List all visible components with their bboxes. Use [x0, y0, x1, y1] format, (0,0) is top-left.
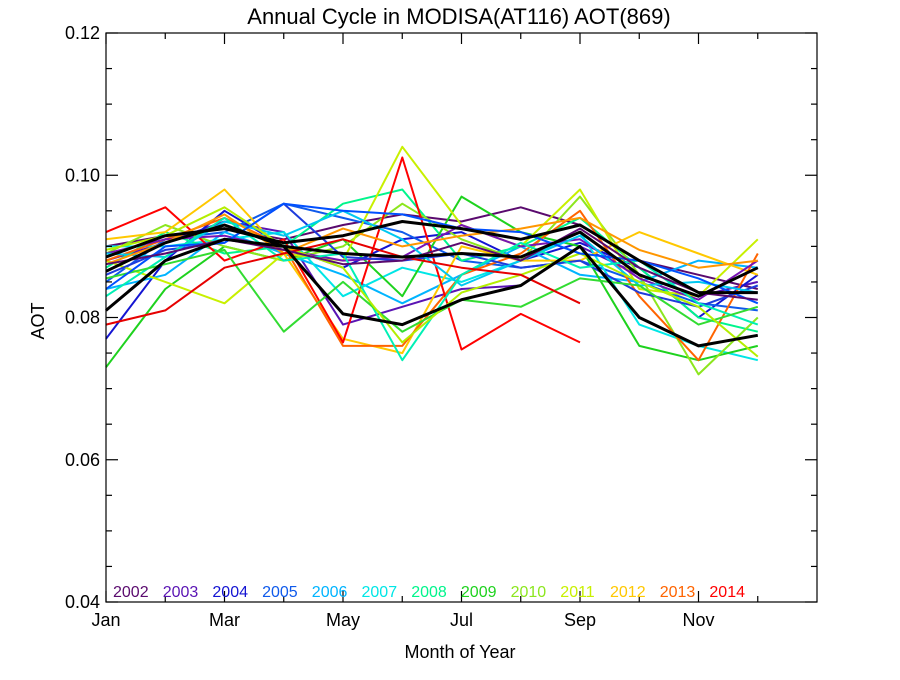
- legend-item-2006: 2006: [312, 584, 348, 601]
- y-tick-label: 0.08: [65, 308, 100, 328]
- x-tick-label: Jan: [91, 610, 120, 630]
- legend-item-2008: 2008: [411, 584, 447, 601]
- legend-item-2011: 2011: [560, 584, 595, 601]
- x-tick-label: May: [326, 610, 360, 630]
- series-line-2007: [106, 231, 759, 362]
- legend-item-2007: 2007: [362, 584, 398, 601]
- y-tick-label: 0.10: [65, 165, 100, 185]
- legend-item-2014: 2014: [709, 584, 745, 601]
- series-line-2013: [105, 209, 759, 362]
- legend-item-2005: 2005: [262, 584, 298, 601]
- series-line-2011: [105, 145, 759, 305]
- legend: 2002 2003 2004 2005 2006 2007 2008 2009 2010 2011…: [113, 584, 745, 601]
- series-line-2009: [105, 195, 759, 368]
- y-axis: 0.04 0.06 0.08 0.10 0.12: [65, 23, 817, 612]
- legend-item-2003: 2003: [163, 584, 199, 601]
- series-line-unlabeled-21: [105, 206, 759, 358]
- series-line-unlabeled-15: [105, 220, 758, 295]
- y-tick-label: 0.04: [65, 592, 100, 612]
- y-tick-label: 0.12: [65, 23, 100, 43]
- series-line-2014: [105, 156, 581, 351]
- series-line-unlabeled-14: [105, 223, 759, 298]
- x-axis-label: Month of Year: [404, 642, 515, 662]
- chart-title: Annual Cycle in MODISA(AT116) AOT(869): [247, 4, 670, 29]
- legend-item-2012: 2012: [610, 584, 646, 601]
- y-tick-label: 0.06: [65, 450, 100, 470]
- x-axis: Jan Mar May Jul Sep Nov: [91, 33, 759, 630]
- series-line-2012: [105, 188, 759, 355]
- series-layer: [105, 145, 759, 376]
- series-line-unlabeled-13: [105, 237, 759, 348]
- series-line-unlabeled-20: [105, 248, 759, 333]
- legend-item-2002: 2002: [113, 584, 149, 601]
- y-axis-label: AOT: [28, 302, 48, 339]
- series-line-unlabeled-23: [105, 238, 581, 326]
- series-line-unlabeled-22: [105, 213, 758, 269]
- x-tick-label: Sep: [564, 610, 596, 630]
- legend-item-2009: 2009: [461, 584, 497, 601]
- legend-item-2004: 2004: [212, 584, 248, 601]
- x-tick-label: Nov: [682, 610, 714, 630]
- legend-item-2010: 2010: [511, 584, 547, 601]
- legend-item-2013: 2013: [660, 584, 696, 601]
- x-tick-label: Jul: [450, 610, 473, 630]
- x-tick-label: Mar: [209, 610, 240, 630]
